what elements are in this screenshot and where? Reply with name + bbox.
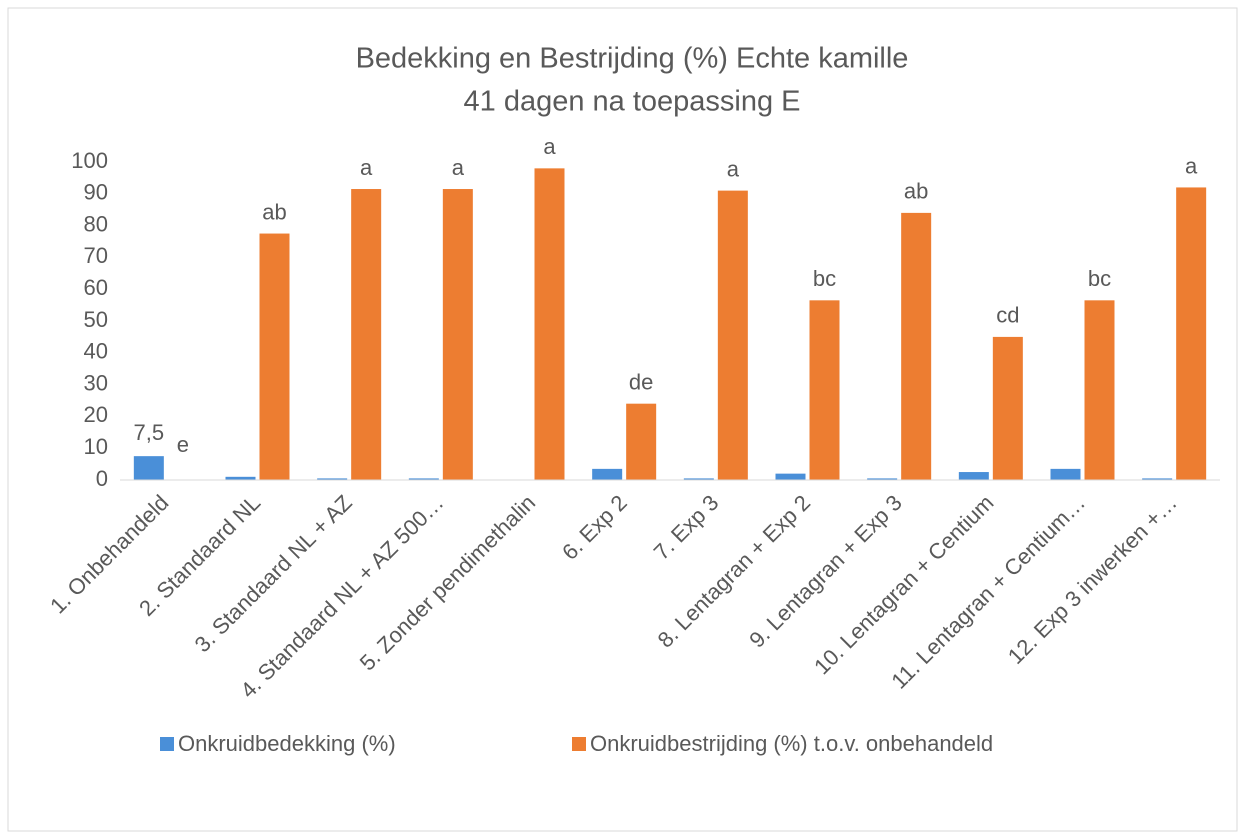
annotation: a — [452, 155, 465, 180]
bar — [717, 190, 748, 480]
bar — [901, 212, 932, 480]
annotation: a — [543, 134, 556, 159]
bar — [958, 472, 989, 480]
annotation: de — [629, 369, 653, 394]
legend-swatch — [572, 737, 586, 751]
annotation: e — [177, 432, 189, 457]
bar — [442, 189, 473, 480]
bar — [408, 478, 439, 480]
annotation: ab — [904, 179, 928, 204]
bar — [133, 456, 164, 480]
data-label: 7,5 — [134, 420, 165, 445]
legend-label: Onkruidbedekking (%) — [178, 731, 396, 756]
chart-subtitle: 41 dagen na toepassing E — [464, 86, 801, 118]
y-tick-label: 10 — [84, 434, 108, 459]
y-tick-label: 50 — [84, 307, 108, 332]
legend-label: Onkruidbestrijding (%) t.o.v. onbehandel… — [590, 731, 993, 756]
bar — [225, 476, 256, 480]
bar — [992, 336, 1023, 480]
annotation: bc — [1088, 266, 1111, 291]
bar — [259, 233, 290, 480]
bar — [317, 478, 348, 480]
annotation: bc — [813, 266, 836, 291]
y-tick-label: 80 — [84, 211, 108, 236]
chart-title: Bedekking en Bestrijding (%) Echte kamil… — [356, 43, 909, 75]
bar — [626, 403, 657, 480]
annotation: a — [1185, 153, 1198, 178]
bar — [351, 189, 382, 480]
bar — [867, 478, 898, 480]
bar — [683, 478, 714, 480]
bar — [592, 468, 623, 480]
annotation: a — [360, 155, 373, 180]
y-tick-label: 70 — [84, 243, 108, 268]
y-tick-label: 0 — [96, 466, 108, 491]
y-tick-label: 90 — [84, 180, 108, 205]
y-tick-label: 60 — [84, 275, 108, 300]
y-tick-label: 100 — [71, 148, 108, 173]
bar — [809, 300, 840, 480]
y-tick-label: 40 — [84, 339, 108, 364]
bar — [1142, 478, 1173, 480]
annotation: cd — [996, 303, 1019, 328]
bar — [775, 473, 806, 480]
annotation: a — [727, 156, 740, 181]
bar — [534, 168, 565, 481]
y-tick-label: 20 — [84, 402, 108, 427]
bar — [1050, 468, 1081, 480]
y-tick-label: 30 — [84, 370, 108, 395]
chart-border — [7, 7, 1238, 832]
annotation: ab — [262, 199, 286, 224]
bar — [1084, 300, 1115, 480]
bar — [1176, 187, 1207, 480]
legend-swatch — [160, 737, 174, 751]
